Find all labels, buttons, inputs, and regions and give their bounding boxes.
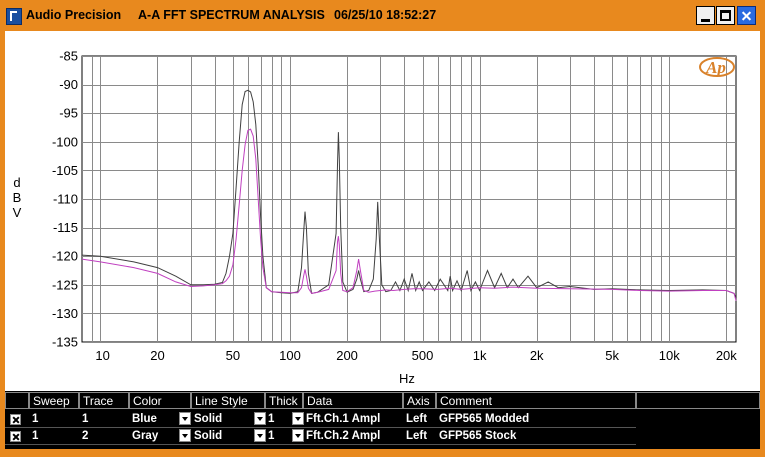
trace-row-2[interactable]: 1 2 Gray Solid 1 Fft.Ch.2 Ampl Left GFP5… (5, 428, 760, 444)
header-trace[interactable]: Trace (79, 392, 129, 409)
x-tick-label: 50 (226, 348, 240, 363)
x-tick-label: 5k (605, 348, 619, 363)
window-datetime: 06/25/10 18:52:27 (334, 8, 437, 22)
minimize-icon[interactable] (696, 6, 715, 25)
trace-2-trace[interactable]: 2 (82, 430, 89, 442)
trace-2-thick[interactable]: 1 (268, 430, 275, 442)
trace-1-trace[interactable]: 1 (82, 413, 89, 425)
header-sweep[interactable]: Sweep (29, 392, 79, 409)
y-tick-label: -85 (59, 49, 78, 64)
header-comment[interactable]: Comment (436, 392, 636, 409)
y-tick-label: -100 (52, 134, 78, 149)
window-title: A-A FFT SPECTRUM ANALYSIS (138, 8, 325, 22)
x-tick-label: 2k (530, 348, 544, 363)
x-tick-label: 10 (95, 348, 109, 363)
trace-1-data[interactable]: Fft.Ch.1 Ampl (306, 413, 381, 425)
x-tick-label: 200 (336, 348, 358, 363)
x-tick-label: 20 (150, 348, 164, 363)
trace-2-data[interactable]: Fft.Ch.2 Ampl (306, 430, 381, 442)
trace-1-thick-dropdown-icon[interactable] (292, 412, 304, 425)
title-bar[interactable]: Audio Precision A-A FFT SPECTRUM ANALYSI… (0, 0, 765, 30)
trace-1-line-style[interactable]: Solid (194, 413, 223, 425)
header-color[interactable]: Color (129, 392, 191, 409)
y-tick-label: -105 (52, 163, 78, 178)
trace-2-comment[interactable]: GFP565 Stock (439, 430, 517, 442)
x-tick-label: 500 (412, 348, 434, 363)
chart-grid (81, 55, 737, 343)
ap-logo-icon: Ap (699, 57, 735, 77)
trace-1-comment[interactable]: GFP565 Modded (439, 413, 530, 425)
trace-2-line-style[interactable]: Solid (194, 430, 223, 442)
y-tick-label: -110 (53, 192, 78, 207)
app-icon[interactable] (6, 8, 22, 25)
row-divider (5, 427, 636, 428)
trace-2-thick-dropdown-icon[interactable] (292, 429, 304, 442)
chart-tick-labels: -85 -90 -95 -100 -105 -110 -115 -120 -125 -130 -13… (52, 49, 737, 364)
spectrum-chart: -85 -90 -95 -100 -105 -110 -115 -120 -125 -130 -13… (13, 49, 738, 386)
graph-bottom-strip (5, 385, 760, 391)
x-axis-label: Hz (399, 371, 415, 385)
trace-1-axis[interactable]: Left (406, 413, 428, 425)
trace-2-color-dropdown-icon[interactable] (179, 429, 191, 442)
trace-1-sweep[interactable]: 1 (32, 413, 39, 425)
trace-1-line-style-dropdown-icon[interactable] (254, 412, 266, 425)
trace-2-line-style-dropdown-icon[interactable] (254, 429, 266, 442)
y-axis-label-v: V (13, 205, 22, 220)
trace-2-checkbox[interactable] (10, 431, 21, 442)
trace-1-color-dropdown-icon[interactable] (179, 412, 191, 425)
header-data[interactable]: Data (303, 392, 403, 409)
y-tick-label: -130 (52, 306, 78, 321)
header-thick[interactable]: Thick (265, 392, 303, 409)
y-tick-label: -95 (59, 106, 78, 121)
trace-1-color[interactable]: Blue (132, 413, 157, 425)
y-tick-label: -135 (52, 335, 78, 350)
trace-1-checkbox[interactable] (10, 414, 21, 425)
app-name: Audio Precision (26, 8, 122, 22)
close-icon[interactable] (737, 6, 756, 25)
trace-2-axis[interactable]: Left (406, 430, 428, 442)
trace-table: Sweep Trace Color Line Style Thick Data … (5, 391, 760, 449)
y-axis-label-d: d (13, 175, 20, 190)
trace-row-1[interactable]: 1 1 Blue Solid 1 Fft.Ch.1 Ampl Left GFP5… (5, 411, 760, 427)
svg-text:Ap: Ap (705, 58, 726, 77)
x-tick-label: 100 (279, 348, 301, 363)
header-check (5, 392, 29, 409)
x-tick-label: 1k (473, 348, 487, 363)
y-tick-label: -115 (53, 220, 78, 235)
trace-1-thick[interactable]: 1 (268, 413, 275, 425)
row-divider (5, 444, 636, 445)
y-tick-label: -125 (52, 277, 78, 292)
maximize-icon[interactable] (716, 6, 735, 25)
header-filler (636, 392, 760, 409)
header-line-style[interactable]: Line Style (191, 392, 265, 409)
y-tick-label: -90 (59, 77, 78, 92)
chart-traces (81, 89, 737, 301)
spectrum-graph[interactable]: -85 -90 -95 -100 -105 -110 -115 -120 -125 -130 -13… (5, 31, 760, 385)
trace-gfp565-modded (81, 128, 737, 301)
trace-2-color[interactable]: Gray (132, 430, 159, 442)
trace-gfp565-stock (81, 89, 737, 300)
trace-2-sweep[interactable]: 1 (32, 430, 39, 442)
y-tick-label: -120 (52, 249, 78, 264)
x-tick-label: 20k (716, 348, 737, 363)
trace-table-header: Sweep Trace Color Line Style Thick Data … (5, 392, 760, 409)
header-axis[interactable]: Axis (403, 392, 436, 409)
x-tick-label: 10k (659, 348, 680, 363)
y-axis-label-b: B (13, 190, 22, 205)
